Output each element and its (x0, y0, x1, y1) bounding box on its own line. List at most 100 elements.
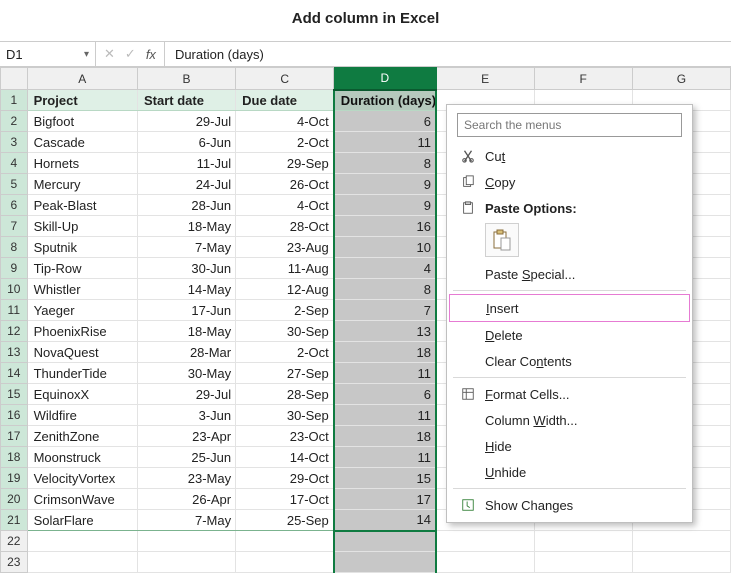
col-header-F[interactable]: F (534, 68, 632, 90)
cell-project[interactable]: Mercury (27, 174, 137, 195)
menu-hide[interactable]: Hide (449, 433, 690, 459)
row-header[interactable]: 19 (1, 468, 28, 489)
cell-start[interactable]: 7-May (137, 510, 235, 531)
cell-project[interactable]: EquinoxX (27, 384, 137, 405)
cell-due[interactable]: 2-Oct (236, 342, 334, 363)
cell-due[interactable]: 30-Sep (236, 405, 334, 426)
row-header[interactable]: 21 (1, 510, 28, 531)
cell-duration[interactable]: 10 (334, 237, 436, 258)
cell-duration[interactable]: 11 (334, 132, 436, 153)
cell[interactable] (632, 552, 730, 573)
cell-duration[interactable]: 17 (334, 489, 436, 510)
cell[interactable] (534, 552, 632, 573)
chevron-down-icon[interactable]: ▾ (84, 49, 89, 60)
cell-start[interactable]: 11-Jul (137, 153, 235, 174)
cell-project[interactable]: Hornets (27, 153, 137, 174)
cell-start[interactable]: 23-Apr (137, 426, 235, 447)
row-header[interactable]: 5 (1, 174, 28, 195)
menu-delete[interactable]: Delete (449, 322, 690, 348)
cell-due[interactable]: 27-Sep (236, 363, 334, 384)
cell-project[interactable]: Skill-Up (27, 216, 137, 237)
cell-duration[interactable]: 8 (334, 279, 436, 300)
row-header[interactable]: 23 (1, 552, 28, 573)
menu-copy[interactable]: Copy (449, 169, 690, 195)
cell-project[interactable]: Peak-Blast (27, 195, 137, 216)
paste-default-button[interactable] (485, 223, 519, 257)
cell-due[interactable]: 4-Oct (236, 195, 334, 216)
cell-start[interactable]: 28-Jun (137, 195, 235, 216)
col-header-B[interactable]: B (137, 68, 235, 90)
cell-duration[interactable]: 16 (334, 216, 436, 237)
cell-due[interactable]: 29-Sep (236, 153, 334, 174)
menu-paste-special[interactable]: Paste Special... (449, 261, 690, 287)
row-header[interactable]: 20 (1, 489, 28, 510)
row-header[interactable]: 15 (1, 384, 28, 405)
menu-unhide[interactable]: Unhide (449, 459, 690, 485)
cell-duration[interactable]: 18 (334, 426, 436, 447)
cell-project[interactable]: Whistler (27, 279, 137, 300)
menu-insert[interactable]: Insert (449, 294, 690, 322)
cell-due[interactable]: 11-Aug (236, 258, 334, 279)
table-header[interactable]: Due date (236, 90, 334, 111)
cell-duration[interactable]: 9 (334, 174, 436, 195)
cell-due[interactable]: 23-Aug (236, 237, 334, 258)
row-header[interactable]: 4 (1, 153, 28, 174)
cell-due[interactable]: 28-Sep (236, 384, 334, 405)
row-header[interactable]: 16 (1, 405, 28, 426)
cell-duration[interactable]: 11 (334, 363, 436, 384)
menu-clear-contents[interactable]: Clear Contents (449, 348, 690, 374)
cell-project[interactable]: Cascade (27, 132, 137, 153)
col-header-C[interactable]: C (236, 68, 334, 90)
cell-start[interactable]: 25-Jun (137, 447, 235, 468)
cell[interactable] (137, 552, 235, 573)
row-header[interactable]: 6 (1, 195, 28, 216)
cancel-icon[interactable]: ✕ (104, 46, 115, 62)
cell[interactable] (632, 531, 730, 552)
cell-project[interactable]: SolarFlare (27, 510, 137, 531)
cell-project[interactable]: Moonstruck (27, 447, 137, 468)
cell-start[interactable]: 29-Jul (137, 384, 235, 405)
cell-due[interactable]: 29-Oct (236, 468, 334, 489)
cell-start[interactable]: 6-Jun (137, 132, 235, 153)
cell-duration[interactable]: 8 (334, 153, 436, 174)
cell-project[interactable]: ThunderTide (27, 363, 137, 384)
row-header[interactable]: 14 (1, 363, 28, 384)
cell-start[interactable]: 7-May (137, 237, 235, 258)
table-header[interactable]: Project (27, 90, 137, 111)
row-header[interactable]: 8 (1, 237, 28, 258)
cell-start[interactable]: 26-Apr (137, 489, 235, 510)
cell[interactable] (334, 531, 436, 552)
cell-start[interactable]: 23-May (137, 468, 235, 489)
cell-due[interactable]: 23-Oct (236, 426, 334, 447)
select-all-corner[interactable] (1, 68, 28, 90)
menu-show-changes[interactable]: Show Changes (449, 492, 690, 518)
cell-project[interactable]: CrimsonWave (27, 489, 137, 510)
cell-due[interactable]: 28-Oct (236, 216, 334, 237)
cell-start[interactable]: 28-Mar (137, 342, 235, 363)
cell-start[interactable]: 30-May (137, 363, 235, 384)
cell[interactable] (27, 552, 137, 573)
cell-duration[interactable]: 11 (334, 447, 436, 468)
cell-due[interactable]: 2-Oct (236, 132, 334, 153)
row-header[interactable]: 18 (1, 447, 28, 468)
col-header-A[interactable]: A (27, 68, 137, 90)
cell-duration[interactable]: 4 (334, 258, 436, 279)
row-header[interactable]: 2 (1, 111, 28, 132)
cell-duration[interactable]: 6 (334, 384, 436, 405)
cell-duration[interactable]: 13 (334, 321, 436, 342)
menu-cut[interactable]: Cut (449, 143, 690, 169)
cell-duration[interactable]: 14 (334, 510, 436, 531)
cell[interactable] (436, 552, 534, 573)
cell[interactable] (334, 552, 436, 573)
cell-project[interactable]: ZenithZone (27, 426, 137, 447)
row-header[interactable]: 12 (1, 321, 28, 342)
menu-search-input[interactable]: Search the menus (457, 113, 682, 137)
cell[interactable] (137, 531, 235, 552)
cell-duration[interactable]: 11 (334, 405, 436, 426)
cell-duration[interactable]: 18 (334, 342, 436, 363)
cell-start[interactable]: 14-May (137, 279, 235, 300)
name-box[interactable]: D1 ▾ (0, 42, 96, 66)
col-header-D[interactable]: D (334, 68, 436, 90)
cell-due[interactable]: 2-Sep (236, 300, 334, 321)
table-header[interactable]: Start date (137, 90, 235, 111)
